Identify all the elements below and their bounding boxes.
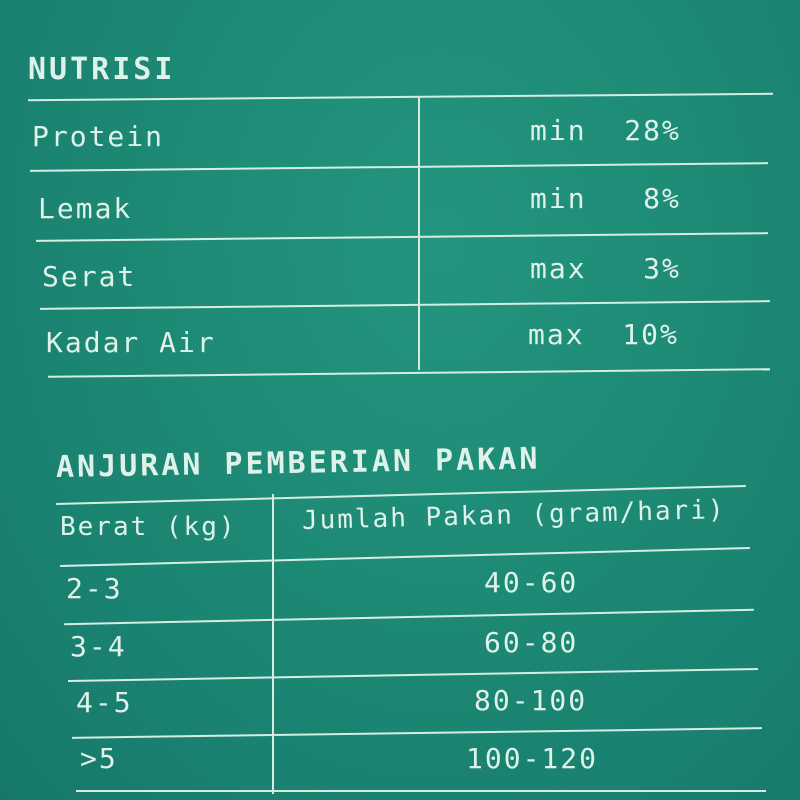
nutrient-value: max 3%	[530, 252, 681, 285]
divider	[40, 300, 770, 310]
header-amount: Jumlah Pakan (gram/hari)	[301, 494, 726, 536]
weight-cell: >5	[80, 742, 118, 775]
amount-cell: 80-100	[474, 684, 588, 717]
divider	[28, 92, 773, 102]
divider	[68, 667, 758, 683]
nutrition-title: NUTRISI	[28, 52, 176, 87]
weight-cell: 4-5	[76, 686, 133, 719]
divider	[64, 608, 754, 626]
nutrient-name: Protein	[32, 120, 165, 153]
nutrient-name: Lemak	[38, 192, 133, 225]
weight-cell: 2-3	[66, 572, 123, 605]
nutrient-value: min 8%	[530, 182, 681, 215]
amount-cell: 100-120	[466, 742, 599, 775]
nutrient-value: min 28%	[530, 114, 681, 147]
divider	[30, 162, 768, 172]
divider	[72, 727, 762, 739]
nutrient-value: max 10%	[528, 318, 679, 351]
amount-cell: 40-60	[484, 566, 579, 599]
nutrient-name: Serat	[42, 260, 137, 293]
divider	[76, 790, 766, 792]
header-weight: Berat (kg)	[60, 512, 237, 542]
column-divider	[418, 98, 420, 370]
feeding-title: ANJURAN PEMBERIAN PAKAN	[55, 441, 541, 485]
divider	[48, 368, 770, 378]
column-divider	[272, 494, 274, 794]
divider	[36, 232, 768, 242]
weight-cell: 3-4	[70, 630, 127, 663]
divider	[60, 546, 750, 568]
amount-cell: 60-80	[484, 626, 579, 659]
nutrient-name: Kadar Air	[46, 326, 216, 359]
